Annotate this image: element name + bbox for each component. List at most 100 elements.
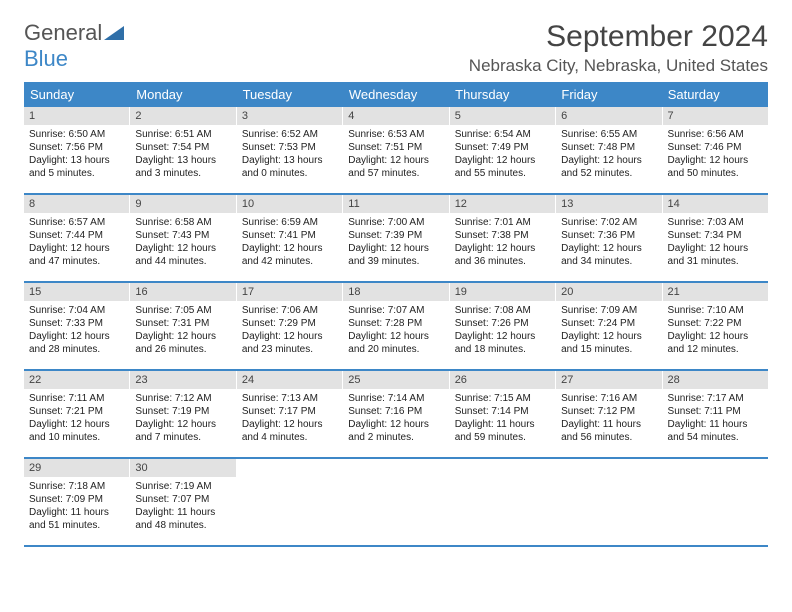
sunset: Sunset: 7:24 PM: [561, 317, 656, 330]
day-number: 24: [237, 371, 342, 389]
sunrise: Sunrise: 7:19 AM: [135, 480, 230, 493]
daylight-line2: and 51 minutes.: [29, 519, 124, 532]
sunset: Sunset: 7:22 PM: [668, 317, 763, 330]
sunrise: Sunrise: 6:51 AM: [135, 128, 230, 141]
daylight-line1: Daylight: 12 hours: [242, 418, 337, 431]
daylight-line2: and 2 minutes.: [348, 431, 443, 444]
sunset: Sunset: 7:39 PM: [348, 229, 443, 242]
dow-saturday: Saturday: [662, 82, 768, 107]
day-number: 3: [237, 107, 342, 125]
sunrise: Sunrise: 7:04 AM: [29, 304, 124, 317]
daylight-line2: and 7 minutes.: [135, 431, 230, 444]
daylight-line2: and 5 minutes.: [29, 167, 124, 180]
day-number: 20: [556, 283, 661, 301]
sunset: Sunset: 7:51 PM: [348, 141, 443, 154]
sunset: Sunset: 7:31 PM: [135, 317, 230, 330]
day-cell: 27 Sunrise: 7:16 AM Sunset: 7:12 PM Dayl…: [555, 371, 661, 457]
daylight-line1: Daylight: 12 hours: [135, 330, 230, 343]
sunset: Sunset: 7:34 PM: [668, 229, 763, 242]
sunrise: Sunrise: 7:00 AM: [348, 216, 443, 229]
sunset: Sunset: 7:56 PM: [29, 141, 124, 154]
daylight-line2: and 59 minutes.: [455, 431, 550, 444]
sunrise: Sunrise: 7:09 AM: [561, 304, 656, 317]
day-number: 13: [556, 195, 661, 213]
day-number: 29: [24, 459, 129, 477]
daylight-line1: Daylight: 12 hours: [455, 242, 550, 255]
logo-word-general: General: [24, 20, 102, 45]
day-cell: 16 Sunrise: 7:05 AM Sunset: 7:31 PM Dayl…: [129, 283, 235, 369]
week-row: 1 Sunrise: 6:50 AM Sunset: 7:56 PM Dayli…: [24, 107, 768, 195]
daylight-line1: Daylight: 12 hours: [242, 242, 337, 255]
day-cell: 24 Sunrise: 7:13 AM Sunset: 7:17 PM Dayl…: [236, 371, 342, 457]
sunset: Sunset: 7:54 PM: [135, 141, 230, 154]
daylight-line1: Daylight: 12 hours: [561, 330, 656, 343]
daylight-line1: Daylight: 11 hours: [135, 506, 230, 519]
calendar-grid: Sunday Monday Tuesday Wednesday Thursday…: [24, 82, 768, 547]
sunrise: Sunrise: 6:52 AM: [242, 128, 337, 141]
daylight-line2: and 50 minutes.: [668, 167, 763, 180]
dow-friday: Friday: [555, 82, 661, 107]
brand-logo: General Blue: [24, 20, 124, 72]
daylight-line1: Daylight: 12 hours: [668, 330, 763, 343]
sunrise: Sunrise: 7:15 AM: [455, 392, 550, 405]
daylight-line1: Daylight: 12 hours: [668, 242, 763, 255]
sunset: Sunset: 7:17 PM: [242, 405, 337, 418]
day-cell: 3 Sunrise: 6:52 AM Sunset: 7:53 PM Dayli…: [236, 107, 342, 193]
sunset: Sunset: 7:48 PM: [561, 141, 656, 154]
daylight-line2: and 39 minutes.: [348, 255, 443, 268]
day-cell: 20 Sunrise: 7:09 AM Sunset: 7:24 PM Dayl…: [555, 283, 661, 369]
sunset: Sunset: 7:11 PM: [668, 405, 763, 418]
daylight-line1: Daylight: 11 hours: [455, 418, 550, 431]
sunset: Sunset: 7:53 PM: [242, 141, 337, 154]
daylight-line2: and 48 minutes.: [135, 519, 230, 532]
daylight-line1: Daylight: 12 hours: [348, 154, 443, 167]
day-cell: 11 Sunrise: 7:00 AM Sunset: 7:39 PM Dayl…: [342, 195, 448, 281]
day-cell: 25 Sunrise: 7:14 AM Sunset: 7:16 PM Dayl…: [342, 371, 448, 457]
day-number: 16: [130, 283, 235, 301]
day-cell: 1 Sunrise: 6:50 AM Sunset: 7:56 PM Dayli…: [24, 107, 129, 193]
sunrise: Sunrise: 7:10 AM: [668, 304, 763, 317]
daylight-line1: Daylight: 12 hours: [242, 330, 337, 343]
day-number: 6: [556, 107, 661, 125]
daylight-line2: and 0 minutes.: [242, 167, 337, 180]
day-cell: 10 Sunrise: 6:59 AM Sunset: 7:41 PM Dayl…: [236, 195, 342, 281]
week-row: 8 Sunrise: 6:57 AM Sunset: 7:44 PM Dayli…: [24, 195, 768, 283]
sunrise: Sunrise: 7:03 AM: [668, 216, 763, 229]
daylight-line1: Daylight: 12 hours: [455, 330, 550, 343]
day-cell: 5 Sunrise: 6:54 AM Sunset: 7:49 PM Dayli…: [449, 107, 555, 193]
month-title: September 2024: [469, 20, 768, 54]
day-number: 28: [663, 371, 768, 389]
sunset: Sunset: 7:29 PM: [242, 317, 337, 330]
daylight-line1: Daylight: 13 hours: [29, 154, 124, 167]
week-row: 22 Sunrise: 7:11 AM Sunset: 7:21 PM Dayl…: [24, 371, 768, 459]
sunrise: Sunrise: 6:56 AM: [668, 128, 763, 141]
day-cell: 7 Sunrise: 6:56 AM Sunset: 7:46 PM Dayli…: [662, 107, 768, 193]
sunrise: Sunrise: 7:16 AM: [561, 392, 656, 405]
logo-word-blue: Blue: [24, 46, 68, 71]
day-number: 11: [343, 195, 448, 213]
day-number: 5: [450, 107, 555, 125]
daylight-line2: and 4 minutes.: [242, 431, 337, 444]
logo-text: General Blue: [24, 20, 124, 72]
day-cell: 9 Sunrise: 6:58 AM Sunset: 7:43 PM Dayli…: [129, 195, 235, 281]
daylight-line2: and 20 minutes.: [348, 343, 443, 356]
daylight-line2: and 34 minutes.: [561, 255, 656, 268]
daylight-line2: and 28 minutes.: [29, 343, 124, 356]
day-number: 30: [130, 459, 235, 477]
sunrise: Sunrise: 7:18 AM: [29, 480, 124, 493]
sunrise: Sunrise: 7:17 AM: [668, 392, 763, 405]
dow-monday: Monday: [130, 82, 236, 107]
sunrise: Sunrise: 6:53 AM: [348, 128, 443, 141]
location: Nebraska City, Nebraska, United States: [469, 56, 768, 76]
daylight-line1: Daylight: 12 hours: [29, 418, 124, 431]
daylight-line2: and 23 minutes.: [242, 343, 337, 356]
day-cell: [236, 459, 342, 545]
daylight-line1: Daylight: 12 hours: [135, 418, 230, 431]
sunset: Sunset: 7:26 PM: [455, 317, 550, 330]
sunrise: Sunrise: 7:08 AM: [455, 304, 550, 317]
day-cell: 30 Sunrise: 7:19 AM Sunset: 7:07 PM Dayl…: [129, 459, 235, 545]
daylight-line2: and 56 minutes.: [561, 431, 656, 444]
day-cell: 15 Sunrise: 7:04 AM Sunset: 7:33 PM Dayl…: [24, 283, 129, 369]
day-number: 10: [237, 195, 342, 213]
day-cell: 19 Sunrise: 7:08 AM Sunset: 7:26 PM Dayl…: [449, 283, 555, 369]
